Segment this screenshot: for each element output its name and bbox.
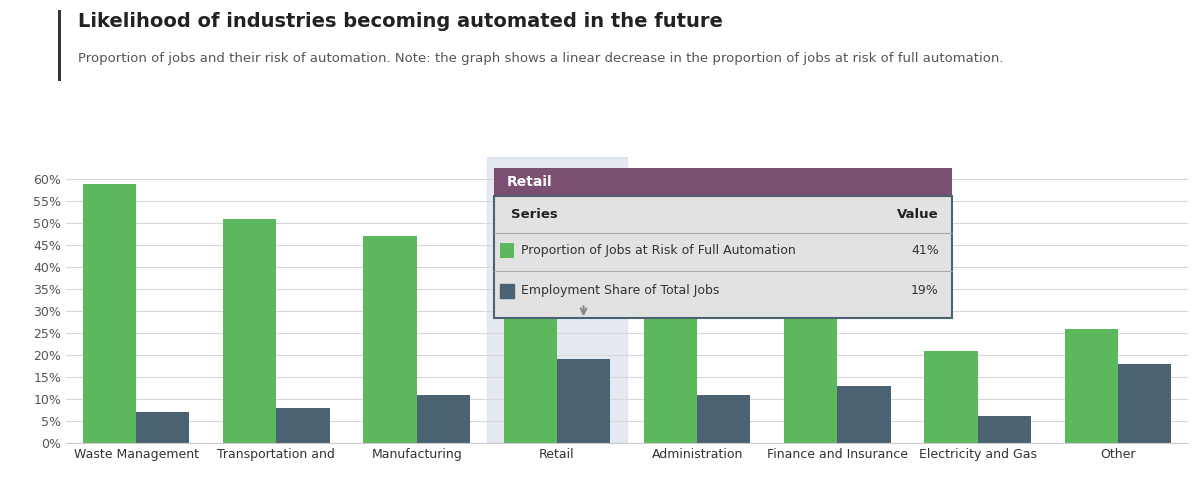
Text: Series: Series	[510, 208, 557, 221]
Text: Proportion of jobs and their risk of automation. Note: the graph shows a linear : Proportion of jobs and their risk of aut…	[78, 52, 1003, 64]
Bar	[697, 395, 750, 443]
Text: Value: Value	[898, 208, 938, 221]
Text: Proportion of Jobs at Risk of Full Automation: Proportion of Jobs at Risk of Full Autom…	[521, 244, 796, 257]
Bar	[223, 219, 276, 443]
FancyBboxPatch shape	[500, 283, 514, 298]
Bar	[504, 263, 557, 443]
Bar	[978, 416, 1031, 443]
Bar	[364, 237, 416, 443]
Text: Likelihood of industries becoming automated in the future: Likelihood of industries becoming automa…	[78, 12, 722, 31]
Bar	[838, 386, 890, 443]
Text: 19%: 19%	[911, 284, 938, 298]
Bar	[136, 412, 190, 443]
Bar	[276, 408, 330, 443]
FancyBboxPatch shape	[500, 244, 514, 258]
Bar	[557, 359, 610, 443]
Text: Employment Share of Total Jobs: Employment Share of Total Jobs	[521, 284, 719, 298]
Bar	[83, 184, 136, 443]
Text: Retail: Retail	[508, 175, 553, 189]
Bar	[644, 307, 697, 443]
Bar	[924, 351, 978, 443]
FancyBboxPatch shape	[493, 196, 953, 318]
Bar	[1064, 329, 1118, 443]
Text: 41%: 41%	[911, 244, 938, 257]
Bar	[487, 157, 628, 443]
FancyBboxPatch shape	[493, 168, 953, 196]
Bar	[784, 315, 838, 443]
Bar	[416, 395, 470, 443]
Bar	[1118, 364, 1171, 443]
